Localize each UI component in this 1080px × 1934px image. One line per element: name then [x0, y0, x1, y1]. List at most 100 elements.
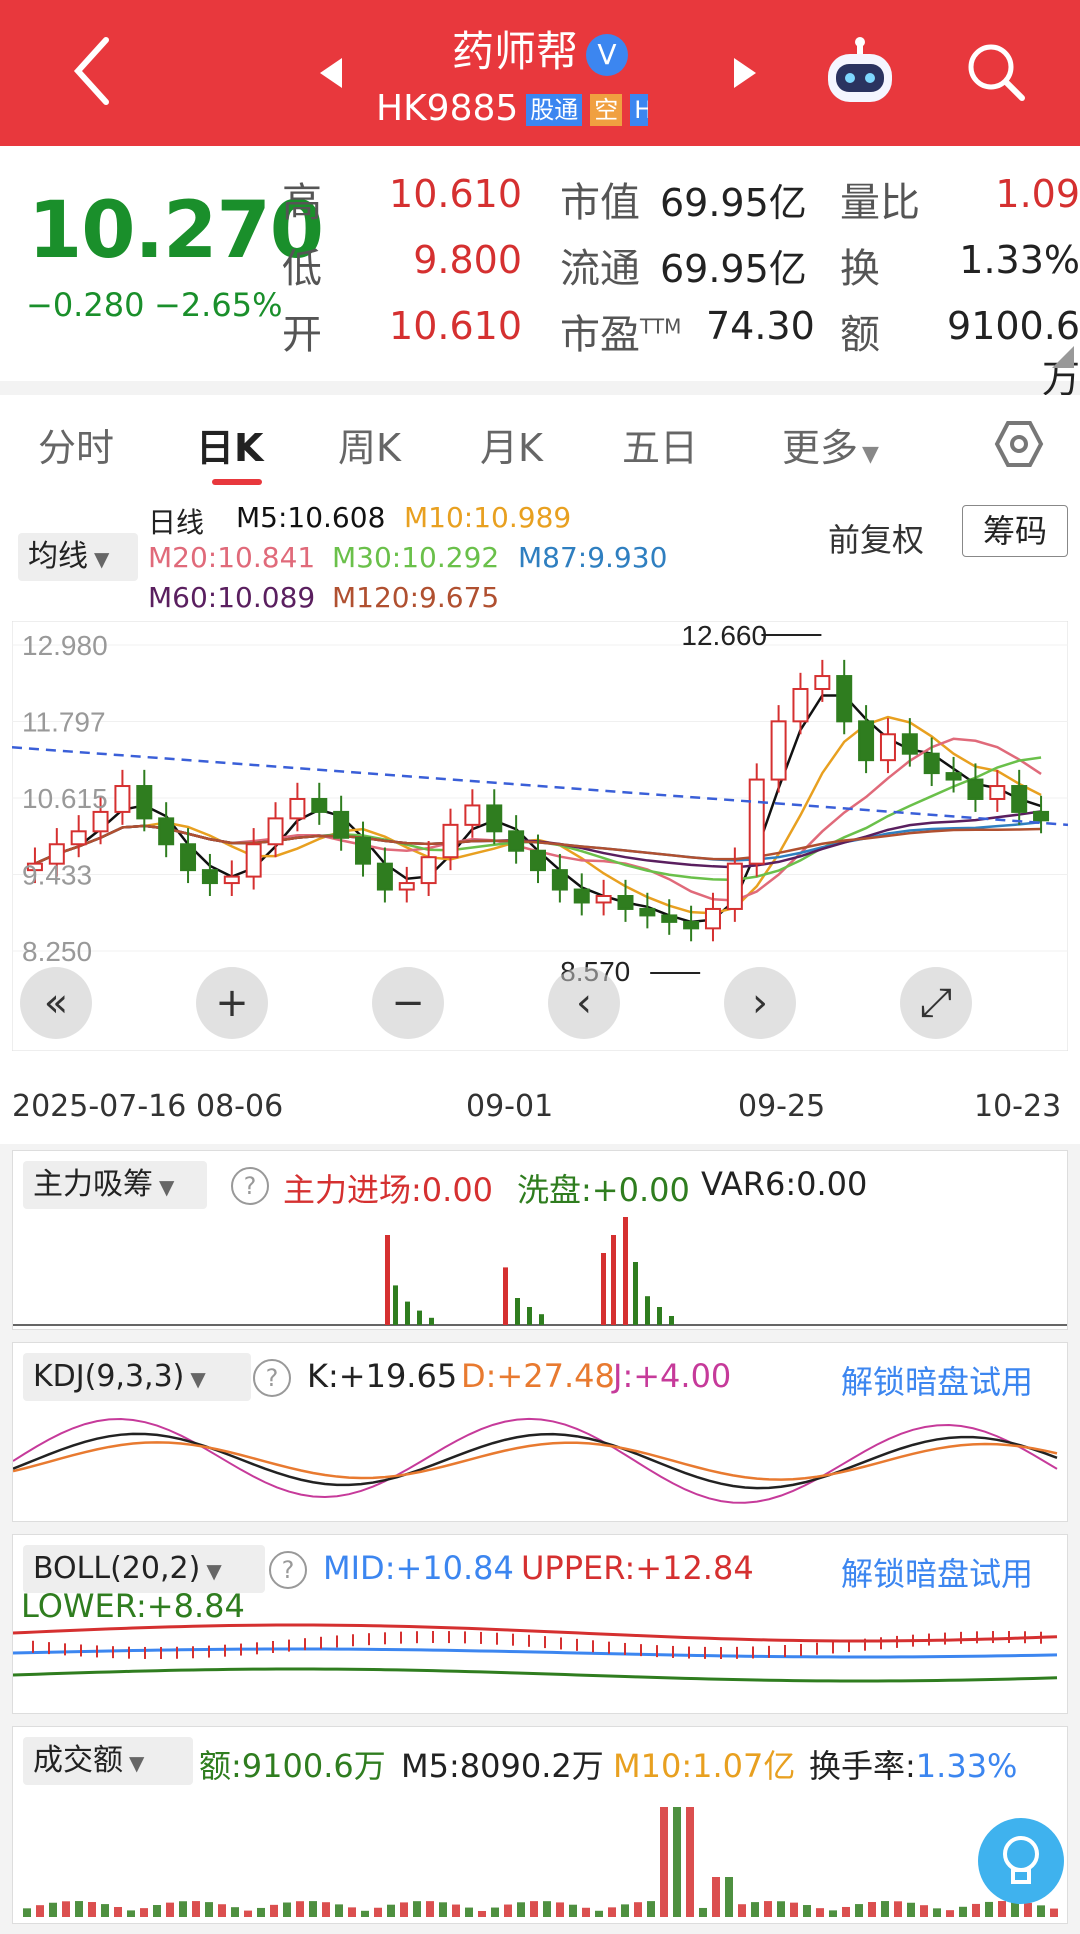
chip-distribution-button[interactable]: 筹码 [962, 505, 1068, 557]
amount-bar [881, 1901, 889, 1917]
amount-bar [621, 1904, 629, 1917]
search-icon[interactable] [966, 42, 1026, 102]
expand-corner-icon[interactable] [1052, 346, 1074, 368]
candle-body [1011, 785, 1028, 813]
amount-bar [998, 1901, 1006, 1917]
dropdown-caret-icon: ▼ [159, 1175, 175, 1199]
scroll-right-icon[interactable]: › [724, 967, 796, 1039]
zoom-in-icon[interactable]: + [196, 967, 268, 1039]
kdj-k: K:+19.65 [307, 1357, 458, 1395]
m20-value: M20:10.841 [148, 541, 316, 574]
pe-label: 市盈TTM [560, 302, 681, 360]
amount-bar [842, 1906, 850, 1917]
candle-body [858, 720, 875, 762]
tab-more[interactable]: 更多 ▼ [782, 417, 879, 472]
amount-bar [517, 1902, 525, 1917]
unlock-dark-trading-link[interactable]: 解锁暗盘试用 [841, 1555, 1034, 1593]
amount-bar [335, 1904, 343, 1917]
candle-body [726, 862, 743, 910]
next-stock-arrow-icon[interactable] [732, 56, 758, 90]
boll-selector[interactable]: BOLL(20,2) ▼ [23, 1545, 265, 1593]
tab-monthly-k[interactable]: 月K [480, 426, 543, 470]
amount-bar [400, 1902, 408, 1917]
scroll-left-icon[interactable]: ‹ [548, 967, 620, 1039]
candle-body [201, 869, 218, 885]
amount-bar [283, 1902, 291, 1917]
candle-body [92, 810, 109, 833]
tab-intraday[interactable]: 分时 [38, 426, 115, 470]
m30-value: M30:10.292 [332, 541, 500, 574]
zoom-out-icon[interactable]: − [372, 967, 444, 1039]
main-force-selector[interactable]: 主力吸筹 ▼ [23, 1161, 207, 1209]
tab-five-day[interactable]: 五日 [622, 426, 699, 470]
robot-icon[interactable] [822, 36, 898, 106]
amount-selector[interactable]: 成交额 ▼ [23, 1737, 193, 1785]
candle-body [551, 869, 568, 891]
amount-bar [777, 1901, 785, 1917]
help-icon[interactable]: ? [253, 1359, 291, 1397]
candle-body [486, 804, 503, 833]
market-cap-value: 69.95亿 [660, 181, 807, 225]
main-force-bar [527, 1307, 532, 1325]
amount-bar [166, 1902, 174, 1917]
help-icon[interactable]: ? [269, 1551, 307, 1589]
main-force-bar [405, 1301, 410, 1325]
candle-body [398, 882, 415, 891]
amount-bar [491, 1907, 499, 1917]
float-cap-label: 流通 [560, 246, 640, 292]
candle-body [836, 675, 853, 723]
amount-bar [556, 1902, 564, 1917]
turnover-rate-value: 1.33% [915, 1747, 1018, 1785]
candle-body [26, 862, 43, 872]
candle-body [748, 778, 765, 865]
kdj-line [13, 1432, 1058, 1490]
amount-bar [1050, 1908, 1058, 1917]
candlesticks [26, 659, 1050, 942]
lightbulb-tips-icon[interactable] [978, 1818, 1064, 1904]
amount-bar [62, 1901, 70, 1917]
rewind-icon[interactable]: « [20, 967, 92, 1039]
dropdown-caret-icon: ▼ [190, 1367, 206, 1391]
candle-body [420, 856, 437, 885]
settings-hexagon-icon[interactable] [994, 419, 1044, 469]
kdj-selector[interactable]: KDJ(9,3,3) ▼ [23, 1353, 251, 1401]
unlock-dark-trading-link[interactable]: 解锁暗盘试用 [841, 1363, 1034, 1401]
help-icon[interactable]: ? [231, 1167, 269, 1205]
amount-bar [270, 1904, 278, 1917]
turnover-value: 1.33% [959, 238, 1080, 282]
amount-bar [36, 1905, 44, 1917]
forward-adjust-label[interactable]: 前复权 [828, 521, 925, 559]
amount-bar [361, 1910, 369, 1917]
fullscreen-icon[interactable]: ⤢ [900, 967, 972, 1039]
amount-bar [75, 1901, 83, 1917]
high-value: 10.610 [389, 172, 522, 216]
amount-bar [205, 1902, 213, 1917]
prev-stock-arrow-icon[interactable] [318, 56, 344, 90]
amount-bar [439, 1902, 447, 1917]
candle-body [48, 843, 65, 865]
amount-bar [348, 1907, 356, 1917]
candle-body [70, 830, 87, 846]
stock-code: HK9885 [376, 88, 519, 129]
amount-bar [504, 1904, 512, 1917]
tab-weekly-k[interactable]: 周K [338, 426, 401, 470]
m120-value: M120:9.675 [332, 581, 500, 614]
back-chevron-left-icon[interactable] [72, 36, 112, 106]
candle-body [333, 810, 350, 839]
washout-value: 洗盘:+0.00 [517, 1171, 690, 1209]
tab-daily-k[interactable]: 日K [196, 426, 264, 470]
candle-body [683, 920, 700, 930]
amount-bar [1011, 1901, 1019, 1917]
m5-value: M5:10.608 [236, 501, 386, 534]
ma-selector[interactable]: 均线 ▼ [18, 533, 138, 581]
float-cap-value: 69.95亿 [660, 247, 807, 291]
amount-bar [140, 1908, 148, 1917]
y-axis-ticks: 12.980 11.797 10.615 9.433 8.250 [22, 630, 108, 967]
candle-body [967, 778, 984, 800]
candle-body [114, 785, 131, 813]
candle-body [814, 675, 831, 690]
chevron-down-icon: ▼ [862, 442, 879, 467]
amount-bar [582, 1907, 590, 1917]
active-tab-indicator [212, 479, 262, 485]
